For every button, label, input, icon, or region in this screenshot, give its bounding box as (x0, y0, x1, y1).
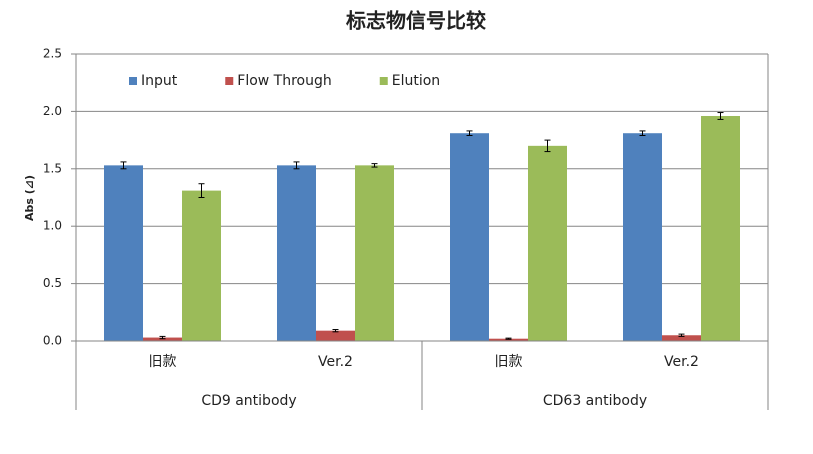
error-bar (466, 130, 473, 137)
error-bar (639, 130, 646, 137)
error-bar (505, 337, 512, 340)
bar (182, 190, 221, 341)
bar (316, 330, 355, 341)
bar (701, 115, 740, 341)
y-axis-label: Abs (⊿) (23, 175, 36, 221)
bar (450, 133, 489, 341)
y-tick-label: 2.0 (43, 104, 62, 118)
bar (355, 165, 394, 341)
legend-swatch (379, 77, 388, 85)
x-tick-label: 旧款 (149, 354, 177, 370)
group-label: CD63 antibody (543, 393, 647, 409)
legend-label: Flow Through (237, 73, 331, 89)
y-tick-label: 2.5 (43, 47, 62, 61)
bar (277, 165, 316, 341)
bar (489, 338, 528, 341)
y-tick-label: 1.0 (43, 219, 62, 233)
y-tick-label: 0.0 (43, 334, 62, 348)
bar (528, 145, 567, 341)
legend-swatch (129, 77, 137, 85)
chart-title: 标志物信号比较 (346, 9, 486, 33)
group-label: CD9 antibody (201, 393, 296, 409)
bar (662, 335, 701, 341)
error-bar (678, 333, 685, 337)
bar (623, 133, 662, 341)
error-bar (544, 139, 551, 153)
legend-swatch (225, 77, 234, 85)
x-tick-label: 旧款 (495, 354, 523, 370)
x-tick-label: Ver.2 (318, 354, 353, 370)
legend-label: Elution (392, 73, 440, 89)
error-bar (159, 335, 166, 340)
y-tick-label: 1.5 (43, 161, 62, 175)
error-bar (332, 329, 339, 333)
bar (104, 165, 143, 341)
error-bar (717, 112, 724, 120)
bar (143, 337, 182, 341)
error-bar (371, 163, 378, 168)
legend-label: Input (141, 73, 178, 89)
x-tick-label: Ver.2 (664, 354, 699, 370)
y-tick-label: 0.5 (43, 276, 62, 290)
error-bar (198, 183, 205, 198)
error-bar (120, 161, 127, 170)
error-bar (293, 161, 300, 170)
